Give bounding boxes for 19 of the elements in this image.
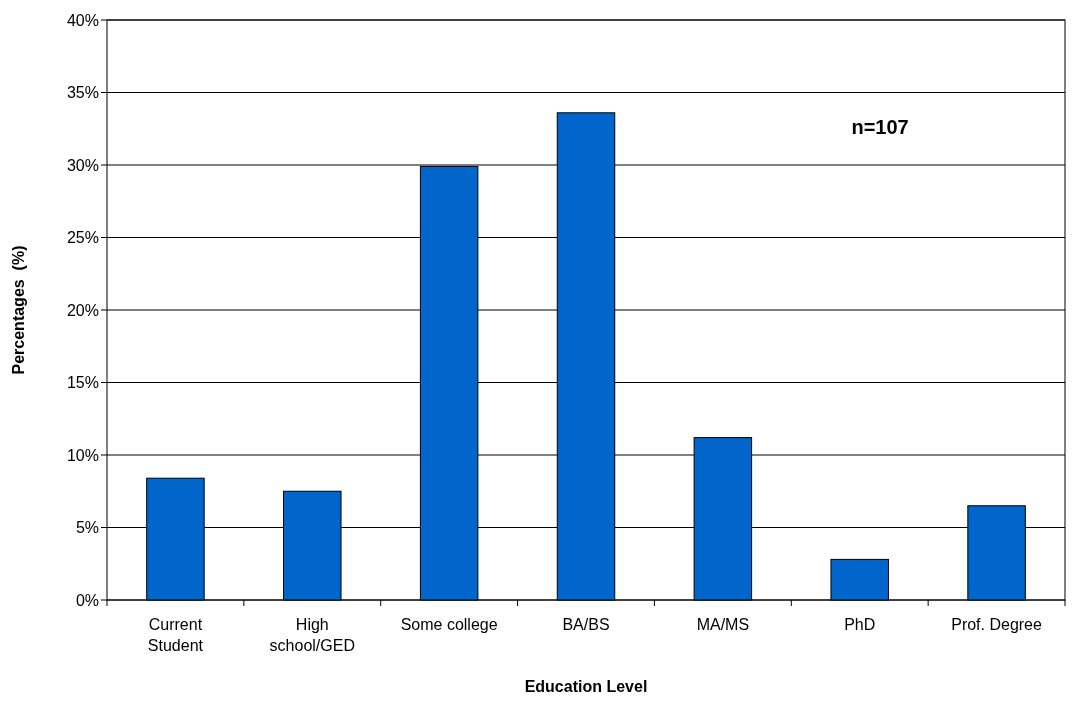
x-axis-title: Education Level [524, 678, 648, 695]
y-tick-label: 20% [66, 301, 99, 319]
y-tick-label: 25% [66, 229, 99, 247]
y-tick-label: 35% [66, 84, 99, 102]
y-tick-label: 15% [66, 374, 99, 392]
x-tick-label: Prof. Degree [951, 616, 1043, 633]
x-tick-label: Current Student [147, 616, 204, 654]
annotation: n=107 [851, 116, 909, 138]
x-tick-label: High school/GED [269, 616, 355, 654]
x-tick-label: PhD [844, 616, 876, 633]
y-tick-label: 40% [66, 11, 99, 29]
y-tick-label: 10% [66, 446, 99, 464]
y-tick-label: 5% [75, 519, 99, 537]
x-tick-label: BA/BS [562, 616, 610, 633]
y-axis-title: Percentages (%) [10, 245, 27, 375]
y-tick-label: 30% [66, 156, 99, 174]
y-tick-label: 0% [75, 591, 99, 609]
x-tick-label: Some college [400, 616, 498, 633]
x-tick-label: MA/MS [696, 616, 750, 633]
